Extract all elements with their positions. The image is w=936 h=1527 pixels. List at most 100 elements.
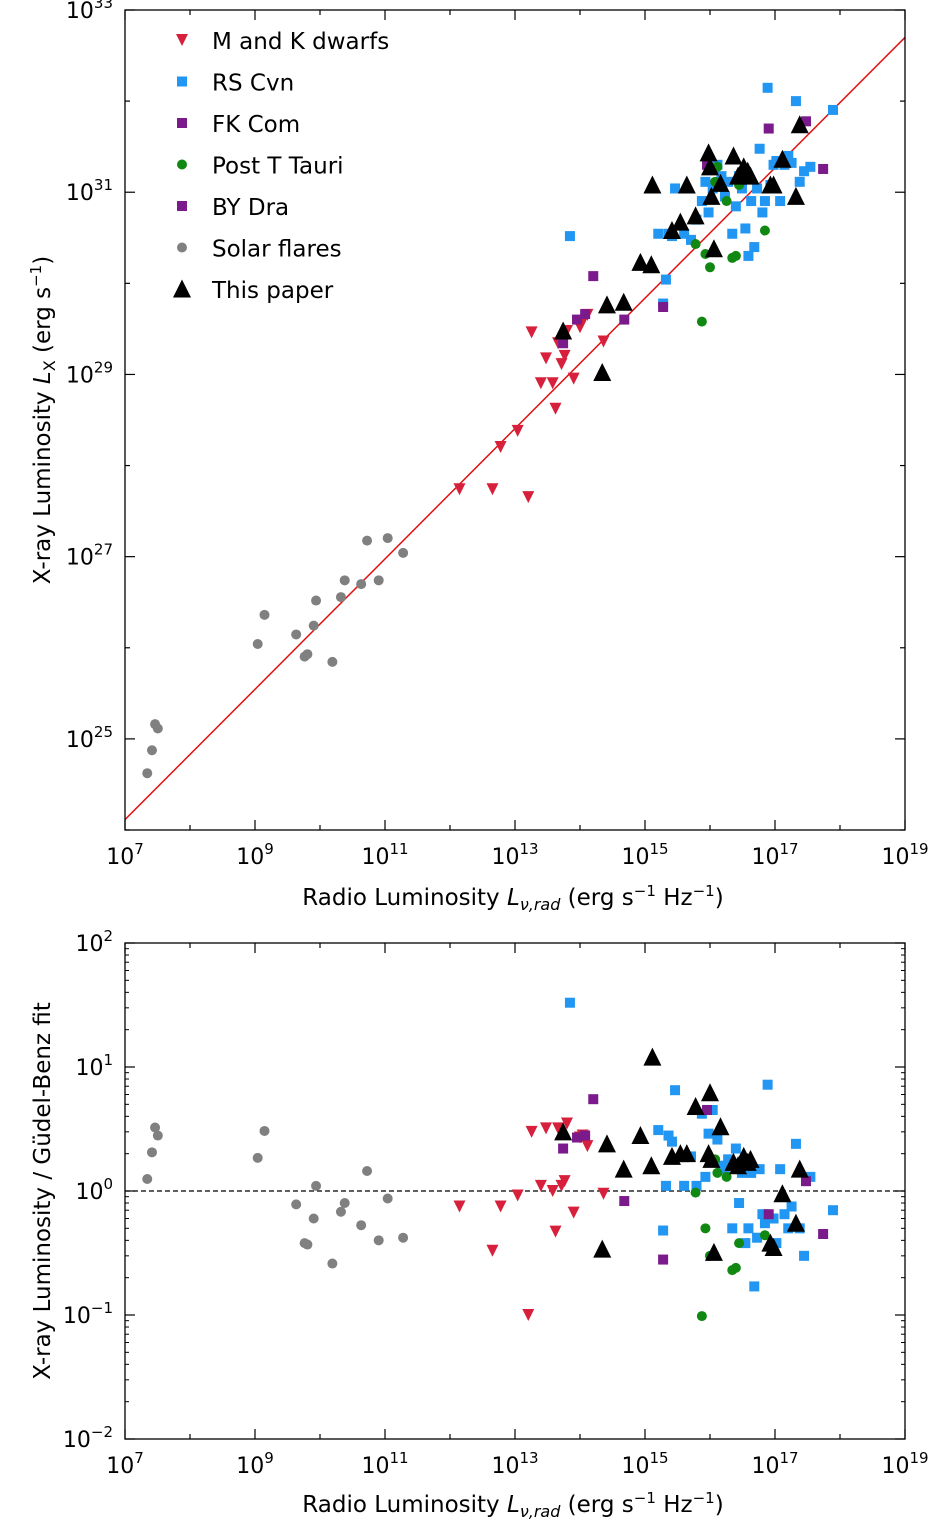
x-tick-base: 10 xyxy=(751,1454,779,1479)
data-point xyxy=(764,175,783,194)
data-point xyxy=(308,1213,319,1224)
x-tick-label: 1011 xyxy=(361,1449,408,1479)
data-point xyxy=(730,250,741,261)
x-tick-base: 10 xyxy=(106,845,134,870)
series-solar-flares xyxy=(142,1122,409,1269)
legend-item: M and K dwarfs xyxy=(176,29,389,55)
x-tick-base: 10 xyxy=(106,1454,134,1479)
data-point xyxy=(741,1149,760,1168)
data-point xyxy=(670,1085,681,1096)
top-xlabel-subscript: ν,rad xyxy=(520,895,561,914)
data-point xyxy=(762,1079,773,1090)
data-point xyxy=(752,183,763,194)
data-point xyxy=(734,1198,745,1209)
data-point xyxy=(558,1143,569,1154)
data-point xyxy=(593,1239,612,1258)
data-point xyxy=(658,301,669,312)
data-point xyxy=(759,1218,770,1229)
top-ylabel-symbol: L xyxy=(30,371,56,384)
top-ylabel-subscript: X xyxy=(40,360,59,371)
data-point xyxy=(580,309,591,320)
y-tick-label: 101 xyxy=(75,1051,113,1081)
data-point xyxy=(746,1167,757,1178)
legend-item: FK Com xyxy=(177,112,300,138)
data-point xyxy=(763,123,774,134)
data-point xyxy=(567,1206,580,1219)
legend-label: BY Dra xyxy=(212,195,289,221)
y-tick-label: 100 xyxy=(75,1175,113,1205)
data-point xyxy=(259,1125,270,1136)
y-tick-exponent: 0 xyxy=(103,1175,113,1193)
data-point xyxy=(727,1223,738,1234)
data-point xyxy=(146,1147,157,1158)
data-point xyxy=(653,1125,664,1136)
legend-marker xyxy=(177,76,187,87)
top-xlabel-symbol: L xyxy=(507,885,520,911)
top-y-axis-label: X-ray Luminosity LX (erg s−1) xyxy=(27,256,59,584)
data-point xyxy=(549,402,562,415)
data-point xyxy=(572,314,583,325)
y-tick-label: 1025 xyxy=(66,723,113,753)
legend: M and K dwarfs RS Cvn FK Com Post T Tauri BY… xyxy=(173,29,389,304)
data-point xyxy=(150,1122,161,1133)
x-tick-label: 1017 xyxy=(751,1449,798,1479)
legend-label: FK Com xyxy=(212,112,300,138)
top-xlabel-unit-a: (erg s xyxy=(560,885,633,911)
data-point xyxy=(771,156,782,167)
data-point xyxy=(775,196,786,207)
data-point xyxy=(398,547,409,558)
data-point xyxy=(704,1242,723,1261)
y-tick-label: 10−1 xyxy=(63,1299,113,1329)
series-fk-com xyxy=(658,116,812,312)
data-point xyxy=(572,1132,583,1143)
data-point xyxy=(740,223,751,234)
x-tick-exponent: 9 xyxy=(264,1449,274,1467)
y-tick-label: 1033 xyxy=(66,0,113,24)
data-point xyxy=(790,1138,801,1149)
data-point xyxy=(696,1311,707,1322)
y-tick-base: 10 xyxy=(75,932,103,957)
y-tick-base: 10 xyxy=(66,728,94,753)
bottom-xlabel-symbol: L xyxy=(507,1492,520,1518)
data-point xyxy=(259,609,270,620)
y-tick-label: 1027 xyxy=(66,541,113,571)
data-point xyxy=(525,1125,538,1138)
bottom-xlabel-prefix: Radio Luminosity xyxy=(302,1492,507,1518)
data-point xyxy=(711,1117,730,1136)
y-tick-exponent: 27 xyxy=(94,541,113,559)
legend-marker xyxy=(177,118,187,128)
data-point xyxy=(801,1176,812,1187)
x-tick-label: 109 xyxy=(236,840,274,870)
x-tick-base: 10 xyxy=(236,845,264,870)
data-point xyxy=(382,1193,393,1204)
x-tick-label: 1015 xyxy=(621,1449,668,1479)
data-point xyxy=(373,1235,384,1246)
data-point xyxy=(790,1159,809,1178)
data-point xyxy=(643,1047,662,1066)
data-point xyxy=(631,1126,650,1145)
data-point xyxy=(382,533,393,544)
data-point xyxy=(734,1238,745,1249)
x-tick-exponent: 19 xyxy=(909,840,928,858)
data-point xyxy=(757,207,768,218)
data-point xyxy=(711,173,730,192)
data-point xyxy=(749,1281,760,1292)
data-point xyxy=(703,1128,714,1139)
data-point xyxy=(691,1180,702,1191)
x-tick-label: 1011 xyxy=(361,840,408,870)
y-tick-exponent: −2 xyxy=(91,1423,113,1441)
data-point xyxy=(786,157,797,168)
x-tick-exponent: 19 xyxy=(909,1449,928,1467)
data-point xyxy=(619,314,630,325)
data-point xyxy=(818,1229,829,1240)
data-point xyxy=(291,1199,302,1210)
top-data-points xyxy=(142,82,838,779)
data-point xyxy=(677,1144,696,1163)
data-point xyxy=(779,1209,790,1220)
y-tick-base: 10 xyxy=(66,546,94,571)
y-tick-label: 10−2 xyxy=(63,1423,113,1453)
data-point xyxy=(564,231,575,242)
series-rs-cvn xyxy=(564,997,838,1292)
data-point xyxy=(593,363,612,382)
data-point xyxy=(749,242,760,253)
